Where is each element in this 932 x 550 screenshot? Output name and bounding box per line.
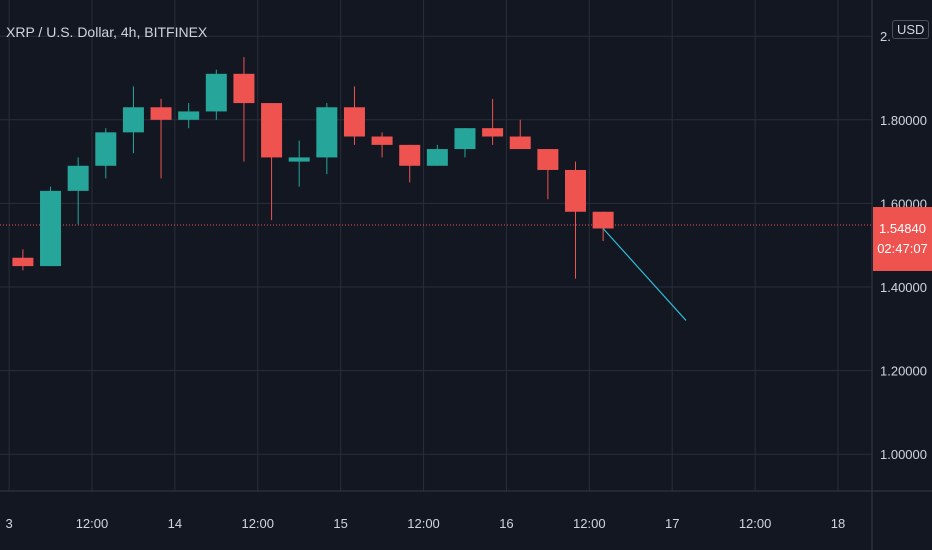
candle-body[interactable] [12,257,34,267]
x-tick-label: 16 [499,516,513,531]
candle-body[interactable] [399,144,421,166]
candle-body[interactable] [288,157,310,162]
y-tick-label: 1.40000 [880,280,927,295]
y-tick-label: 1.00000 [880,447,927,462]
y-tick-label: 1.80000 [880,113,927,128]
candle-body[interactable] [371,136,393,145]
currency-label: USD [897,22,925,37]
x-tick-label: 12:00 [739,516,772,531]
candle-body[interactable] [205,73,227,112]
candle-body[interactable] [95,132,117,166]
candle-body[interactable] [537,149,559,170]
candle-body[interactable] [509,136,531,150]
currency-button[interactable]: USD [892,20,930,39]
candle-body[interactable] [261,103,283,158]
last-price-value: 1.54840 [879,221,926,236]
x-tick-label: 3 [5,516,12,531]
candle-body[interactable] [565,169,586,212]
trend-line-drawing[interactable] [602,228,687,321]
x-tick-label: 17 [665,516,679,531]
candle-body[interactable] [454,128,476,150]
x-tick-label: 18 [831,516,845,531]
chart-title[interactable]: XRP / U.S. Dollar, 4h, BITFINEX [6,24,208,40]
candle-body[interactable] [233,73,255,104]
candle-body[interactable] [592,211,614,229]
x-tick-label: 12:00 [241,516,274,531]
last-price-tag: 1.54840 02:47:07 [873,207,932,271]
x-tick-label: 14 [168,516,182,531]
bar-countdown: 02:47:07 [877,241,928,256]
candle-body[interactable] [316,107,338,158]
candle-body[interactable] [122,107,144,133]
candle-body[interactable] [40,190,62,267]
y-tick-label: 2. [880,29,891,44]
candle-body[interactable] [150,107,172,120]
candle-body[interactable] [482,128,504,137]
x-tick-label: 12:00 [76,516,109,531]
x-tick-label: 12:00 [573,516,606,531]
y-tick-label: 1.20000 [880,364,927,379]
candle-body[interactable] [426,149,448,166]
candle-body[interactable] [343,107,365,137]
x-tick-label: 15 [333,516,347,531]
x-tick-label: 12:00 [407,516,440,531]
candle-body[interactable] [178,111,200,120]
candle-body[interactable] [67,165,89,191]
